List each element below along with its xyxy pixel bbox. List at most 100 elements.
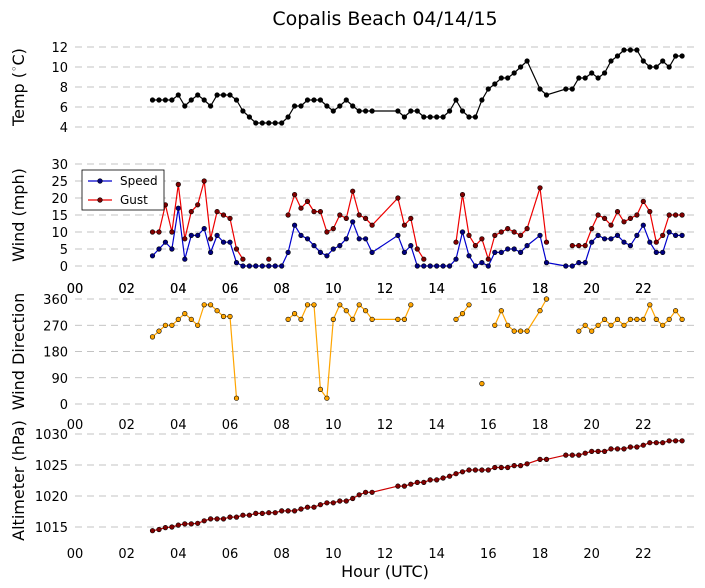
- data-point: [576, 328, 582, 334]
- data-point: [453, 256, 459, 262]
- data-point: [447, 108, 453, 114]
- data-point: [253, 510, 259, 517]
- x-tick-label: 20: [583, 547, 600, 562]
- x-tick-label: 10: [325, 547, 342, 562]
- data-point: [453, 316, 459, 323]
- data-point: [214, 232, 220, 238]
- data-point: [614, 209, 621, 215]
- data-point: [324, 500, 330, 506]
- data-point: [182, 256, 188, 262]
- data-point: [447, 473, 453, 479]
- data-point: [466, 302, 472, 308]
- data-point: [608, 236, 614, 242]
- data-point: [292, 508, 298, 514]
- data-point: [595, 322, 601, 328]
- y-tick-label: 270: [43, 319, 68, 334]
- data-point: [149, 528, 156, 534]
- data-point: [427, 263, 433, 269]
- data-point: [220, 239, 227, 245]
- data-point: [408, 108, 414, 114]
- data-point: [660, 322, 666, 328]
- data-point: [537, 185, 543, 191]
- data-point: [440, 475, 446, 481]
- data-point: [440, 263, 446, 269]
- data-point: [543, 239, 550, 245]
- data-point: [324, 395, 330, 401]
- data-point: [227, 215, 233, 221]
- data-point: [149, 97, 156, 103]
- data-point: [601, 215, 608, 221]
- x-tick-label: 18: [532, 282, 549, 297]
- data-point: [162, 322, 168, 328]
- data-point: [569, 452, 575, 458]
- data-point: [576, 260, 582, 266]
- degree-symbol: ◦: [8, 65, 21, 72]
- data-point: [201, 226, 207, 232]
- data-point: [240, 263, 246, 269]
- data-point: [537, 86, 543, 92]
- data-point: [343, 236, 349, 242]
- data-point: [208, 302, 214, 308]
- y-axis-label: Temp (◦C): [8, 48, 28, 127]
- data-point: [279, 263, 285, 269]
- data-point: [601, 236, 608, 242]
- data-point: [505, 464, 511, 471]
- data-point: [227, 92, 233, 98]
- series-line: [572, 200, 683, 247]
- data-point: [285, 212, 291, 218]
- data-point: [395, 232, 401, 238]
- data-point: [582, 260, 588, 266]
- x-tick-label: 12: [377, 418, 394, 433]
- data-point: [298, 232, 304, 238]
- y-tick-label: 8: [60, 81, 68, 96]
- x-tick-label: 02: [118, 547, 135, 562]
- x-tick-label: 18: [532, 418, 549, 433]
- data-point: [253, 120, 259, 126]
- data-point: [653, 316, 659, 323]
- x-tick-label: 04: [170, 282, 187, 297]
- data-point: [576, 75, 582, 81]
- data-point: [679, 316, 685, 323]
- data-point: [156, 97, 162, 103]
- data-point: [660, 232, 666, 238]
- data-point: [459, 311, 466, 317]
- data-point: [634, 316, 640, 323]
- data-point: [292, 103, 298, 109]
- data-point: [324, 253, 330, 259]
- data-point: [608, 322, 614, 328]
- data-point: [317, 502, 324, 508]
- y-tick-label: 180: [43, 346, 68, 361]
- x-tick-label: 08: [273, 547, 290, 562]
- data-point: [485, 256, 491, 262]
- data-point: [201, 518, 207, 524]
- data-point: [214, 516, 220, 522]
- panel-3: 0 90 180 270 360 00 02 04 06 08 10 12 14 16 18 20 22 Wind…: [9, 293, 695, 433]
- data-point: [563, 452, 569, 458]
- x-axis-label: Hour (UTC): [341, 562, 429, 581]
- data-point: [421, 263, 427, 269]
- data-point: [582, 75, 588, 81]
- data-point: [582, 450, 588, 456]
- data-point: [233, 260, 240, 266]
- data-point: [589, 448, 595, 455]
- x-tick-label: 08: [273, 282, 290, 297]
- data-point: [279, 508, 285, 514]
- data-point: [311, 243, 317, 249]
- data-point: [524, 226, 530, 232]
- data-point: [253, 263, 259, 269]
- data-point: [343, 97, 349, 103]
- data-point: [195, 520, 201, 526]
- data-point: [304, 302, 311, 308]
- data-point: [647, 64, 653, 70]
- data-point: [350, 316, 356, 323]
- x-tick-label: 10: [325, 282, 342, 297]
- data-point: [401, 483, 408, 489]
- data-point: [479, 236, 485, 242]
- data-point: [472, 243, 479, 249]
- data-point: [220, 212, 227, 218]
- data-point: [233, 514, 240, 520]
- data-point: [169, 524, 175, 530]
- data-point: [266, 120, 272, 126]
- data-point: [479, 467, 485, 473]
- data-point: [356, 108, 362, 114]
